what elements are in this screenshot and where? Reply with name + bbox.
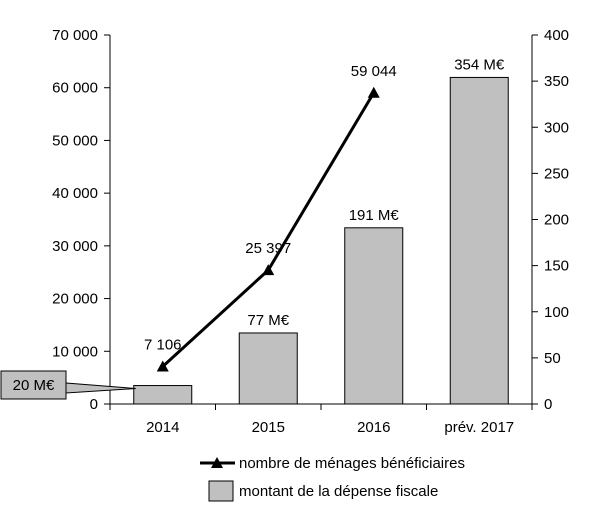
line-data-label: 7 106	[144, 337, 182, 354]
line-series	[156, 86, 380, 372]
legend: nombre de ménages bénéficiaires montant d…	[200, 455, 465, 502]
x-tick-label: 2016	[357, 419, 390, 436]
bar-data-label: 354 M€	[454, 56, 505, 73]
bar	[449, 76, 509, 405]
bar-series	[133, 76, 509, 405]
line-marker	[262, 264, 275, 276]
y-right-tick-label: 50	[544, 350, 561, 367]
y-right-tick-label: 150	[544, 258, 569, 275]
legend-label-line: nombre de ménages bénéficiaires	[239, 455, 465, 472]
y-left-tick-label: 60 000	[52, 80, 98, 97]
legend-bar-swatch	[208, 480, 234, 502]
y-left-tick-label: 50 000	[52, 132, 98, 149]
x-tick-label: prév. 2017	[444, 419, 514, 436]
y-right-tick-label: 350	[544, 73, 569, 90]
legend-label-bar: montant de la dépense fiscale	[239, 483, 438, 500]
line-marker	[367, 86, 380, 98]
bar-data-label: 77 M€	[247, 312, 289, 329]
y-right-tick-label: 300	[544, 119, 569, 136]
y-left-tick-label: 30 000	[52, 238, 98, 255]
axes: 0 10 000 20 000 30 000 40 000 50 000 60 000 70 …	[52, 27, 569, 436]
line-data-label: 25 397	[245, 240, 291, 257]
y-right-tick-label: 250	[544, 165, 569, 182]
line-marker	[156, 360, 169, 372]
y-left-tick-label: 0	[90, 396, 98, 413]
y-left-tick-label: 40 000	[52, 185, 98, 202]
y-right-tick-label: 0	[544, 396, 552, 413]
bar	[133, 385, 193, 405]
y-right-tick-label: 200	[544, 212, 569, 229]
line-data-label: 59 044	[351, 63, 397, 80]
bar	[238, 332, 298, 405]
legend-triangle-icon	[211, 457, 223, 468]
bar-data-label: 191 M€	[349, 207, 400, 224]
y-right-tick-label: 400	[544, 27, 569, 44]
callout-box	[0, 370, 67, 400]
y-left-tick-label: 10 000	[52, 343, 98, 360]
y-right-tick-label: 100	[544, 304, 569, 321]
bar-data-label: 20 M€	[13, 377, 55, 394]
callout-pointer	[65, 382, 136, 394]
data-labels: 20 M€ 77 M€ 191 M€ 354 M€ 7 106 25 397 59 044	[0, 56, 505, 400]
bar	[344, 227, 404, 405]
y-left-tick-label: 70 000	[52, 27, 98, 44]
y-left-tick-label: 20 000	[52, 291, 98, 308]
x-tick-label: 2015	[252, 419, 285, 436]
x-tick-label: 2014	[146, 419, 179, 436]
